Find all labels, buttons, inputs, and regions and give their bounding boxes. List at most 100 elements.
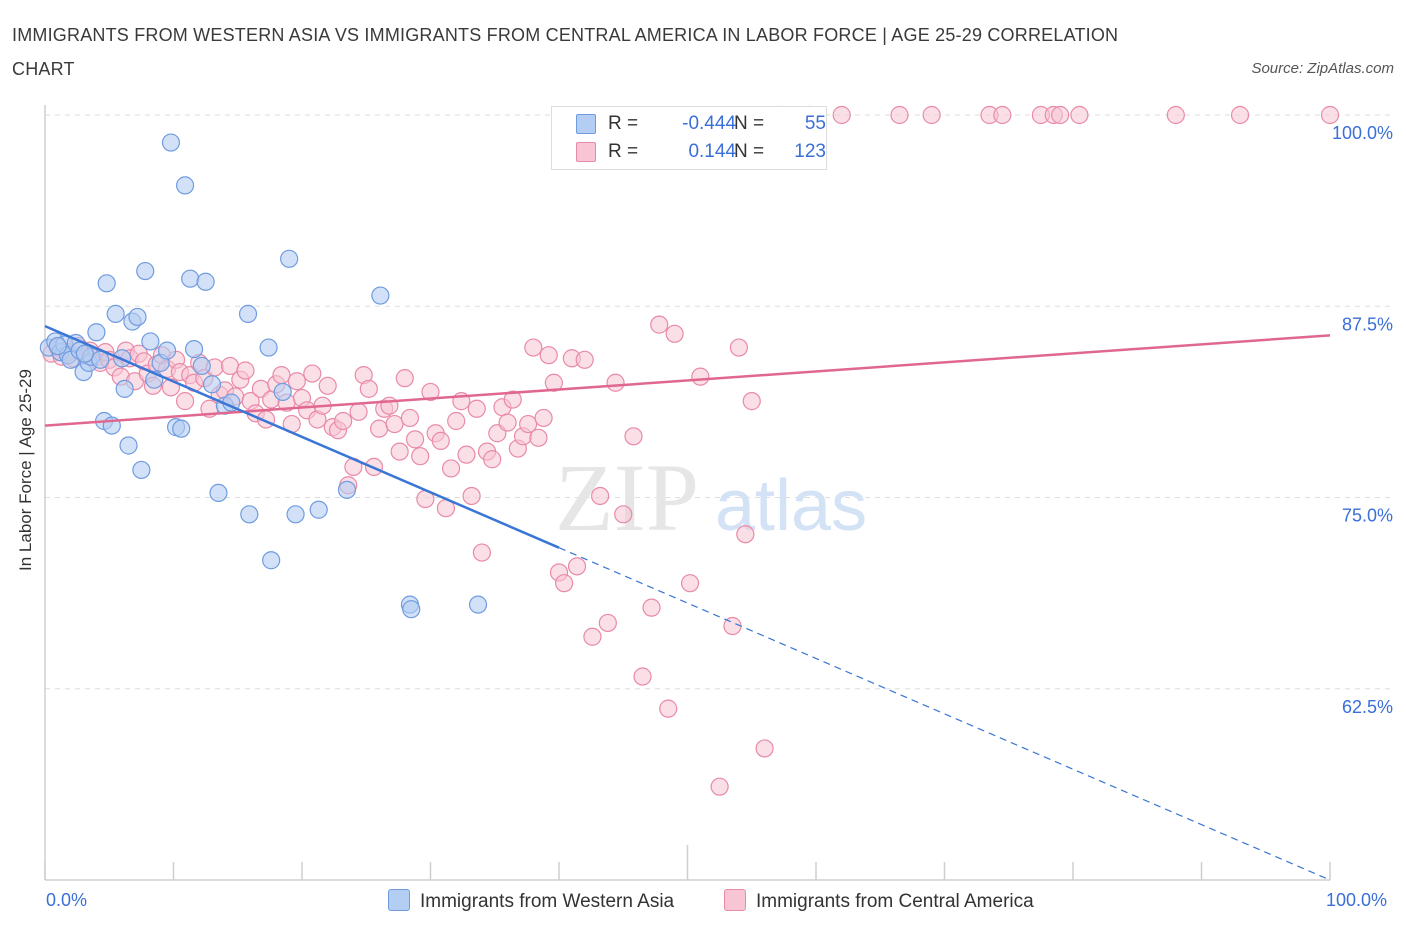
pink-point [1230,105,1250,125]
pink-point [334,411,353,431]
chart-title: IMMIGRANTS FROM WESTERN ASIA VS IMMIGRAN… [12,25,1119,79]
pink-point [519,414,538,434]
blue-point [48,336,67,356]
pink-point [993,105,1012,125]
axes [44,105,1331,881]
legend-blue-swatch [388,889,410,911]
pink-point [390,442,409,461]
blue-point [273,382,292,402]
y-tick-label: 62.5% [1342,697,1393,717]
pink-point [1320,105,1340,125]
stats-box: R = -0.444 N = 55 R = 0.144 N = 123 [551,106,827,170]
pink-point [287,372,306,391]
blue-point [240,505,259,524]
pink-point [359,379,378,398]
source-label: Source: ZipAtlas.com [1251,60,1394,77]
pink-point [755,739,774,758]
pink-point [370,419,389,438]
legend-pink-swatch [724,889,746,911]
pink-point [539,346,558,365]
blue-series-points [39,133,488,619]
blue-point [196,272,215,291]
y-tick-labels: 62.5% 75.0% 87.5% 100.0% [1332,123,1393,717]
pink-point [524,338,543,357]
pink-point [431,431,450,450]
blue-point [402,600,421,619]
pink-point [555,574,574,593]
pink-n-value: 123 [794,141,826,162]
pink-point [624,427,643,446]
pink-point [665,324,684,343]
pink-point [680,574,700,593]
pink-r-value: 0.144 [688,141,736,162]
blue-point [136,261,155,281]
y-axis-label: In Labor Force | Age 25-29 [16,369,35,571]
pink-point [742,392,761,411]
pink-point [462,486,481,506]
blue-point [157,341,177,360]
blue-point [371,286,390,305]
x-tick-max: 100.0% [1326,890,1388,910]
pink-swatch [576,142,596,162]
legend-blue-label: Immigrants from Western Asia [420,891,675,912]
legend-pink-label: Immigrants from Central America [756,891,1034,912]
pink-point [575,350,594,369]
y-axis-label-wrap: In Labor Force | Age 25-29 [6,250,46,690]
pink-point [498,413,517,432]
y-tick-label: 75.0% [1342,506,1393,526]
blue-point [87,323,106,342]
pink-point [591,486,610,506]
blue-point [115,379,134,398]
blue-n-value: 55 [804,113,826,134]
pink-point [642,598,661,617]
pink-point [447,411,466,431]
y-tick-label: 100.0% [1332,123,1393,143]
blue-point [468,595,488,614]
pink-point [441,459,461,478]
blue-r-value: -0.444 [682,113,736,134]
blue-r-label: R = [608,113,639,134]
blue-point [259,338,278,357]
pink-n-label: N = [734,141,765,162]
blue-point [132,460,151,480]
blue-point [172,419,191,438]
blue-point [337,480,357,499]
trend-lines [44,324,1331,881]
pink-point [606,373,625,392]
blue-point [161,133,181,152]
pink-point [467,399,486,418]
pink-point [1070,105,1089,125]
pink-point [583,627,602,646]
pink-point [659,699,678,718]
legend-item-pink[interactable]: Immigrants from Central America [724,889,1034,915]
pink-point [890,105,909,125]
pink-trend-line [44,334,1331,427]
legend-item-blue[interactable]: Immigrants from Western Asia [388,889,674,915]
x-tick-min: 0.0% [46,890,88,910]
pink-point [318,376,337,395]
blue-point [75,344,94,363]
pink-point [691,367,710,386]
pink-point [598,613,617,633]
blue-point [209,483,228,503]
pink-point [303,364,322,383]
blue-swatch [576,114,596,134]
blue-point [262,551,281,570]
pink-point [529,428,548,447]
pink-point [175,392,195,411]
y-tick-label: 87.5% [1342,314,1393,334]
pink-point [472,543,491,562]
pink-point [411,447,430,466]
pink-point [1051,105,1070,125]
pink-r-label: R = [608,141,639,162]
blue-point [280,249,299,268]
pink-point [405,430,425,449]
pink-point [421,382,440,402]
blue-point [141,332,160,351]
pink-point [832,105,851,125]
pink-point [483,450,502,469]
blue-point [119,436,138,455]
watermark-zip: ZIP [555,444,699,551]
pink-point [922,105,941,125]
